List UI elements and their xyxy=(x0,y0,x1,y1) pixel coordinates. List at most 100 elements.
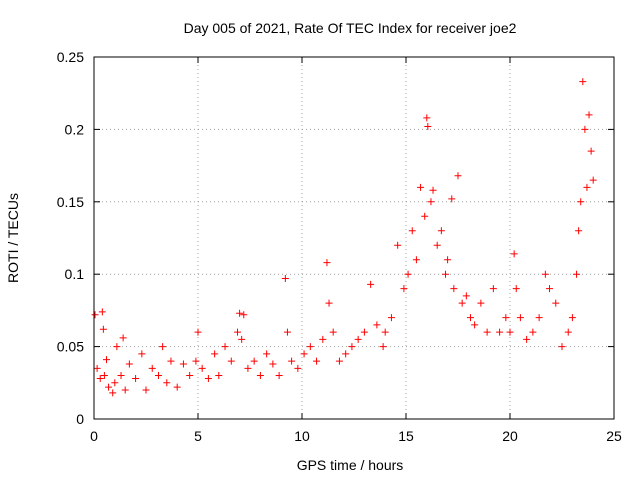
data-point xyxy=(159,343,167,351)
chart-title: Day 005 of 2021, Rate Of TEC Index for r… xyxy=(184,20,517,36)
data-point xyxy=(577,198,585,206)
data-point xyxy=(450,285,458,293)
data-point xyxy=(585,111,593,119)
data-point xyxy=(167,357,175,365)
data-point xyxy=(360,328,368,336)
data-point xyxy=(496,328,504,336)
data-point xyxy=(186,372,194,380)
data-point xyxy=(546,285,554,293)
data-point xyxy=(400,285,408,293)
data-point xyxy=(367,280,375,288)
data-point xyxy=(381,328,389,336)
data-point xyxy=(427,198,435,206)
data-point xyxy=(173,383,181,391)
data-point xyxy=(294,364,302,372)
x-tick-label: 5 xyxy=(194,428,202,444)
data-point xyxy=(192,357,200,365)
data-point xyxy=(121,386,129,394)
y-tick-label: 0.15 xyxy=(57,194,84,210)
data-point xyxy=(575,227,583,235)
data-point xyxy=(306,343,314,351)
data-point xyxy=(512,285,520,293)
data-point xyxy=(211,350,219,358)
data-point xyxy=(204,374,212,382)
data-point xyxy=(119,334,127,342)
data-point xyxy=(354,335,362,343)
data-point xyxy=(250,357,258,365)
data-point xyxy=(194,328,202,336)
y-axis: 0 0.05 0.1 0.15 0.2 0.25 xyxy=(57,49,614,427)
data-point xyxy=(541,270,549,278)
data-point xyxy=(573,270,581,278)
data-point xyxy=(424,123,432,131)
data-point xyxy=(552,299,560,307)
data-point xyxy=(373,321,381,329)
data-point xyxy=(535,314,543,322)
data-point xyxy=(236,309,244,317)
data-point xyxy=(288,357,296,365)
data-point xyxy=(93,364,101,372)
data-point xyxy=(263,350,271,358)
data-point xyxy=(98,308,106,316)
data-point xyxy=(454,172,462,180)
data-points xyxy=(91,78,597,397)
data-point xyxy=(568,314,576,322)
data-point xyxy=(113,343,121,351)
x-tick-label: 15 xyxy=(398,428,414,444)
data-point xyxy=(221,343,229,351)
data-point xyxy=(234,328,242,336)
x-tick-label: 0 xyxy=(90,428,98,444)
data-point xyxy=(148,364,156,372)
data-point xyxy=(404,270,412,278)
data-point xyxy=(283,328,291,336)
data-point xyxy=(325,299,333,307)
x-axis: 0 5 10 15 20 25 xyxy=(90,57,622,444)
data-point xyxy=(102,356,110,364)
y-tick-label: 0 xyxy=(76,411,84,427)
data-point xyxy=(342,350,350,358)
data-point xyxy=(558,343,566,351)
data-point xyxy=(442,270,450,278)
data-point xyxy=(329,328,337,336)
data-point xyxy=(483,328,491,336)
data-point xyxy=(91,311,99,319)
data-point xyxy=(109,389,117,397)
data-point xyxy=(281,275,289,283)
data-point xyxy=(564,328,572,336)
data-point xyxy=(417,183,425,191)
data-point xyxy=(198,364,206,372)
data-point xyxy=(466,314,474,322)
data-point xyxy=(529,328,537,336)
data-point xyxy=(240,311,248,319)
data-point xyxy=(433,241,441,249)
data-point xyxy=(335,357,343,365)
plot-frame xyxy=(93,56,615,420)
data-point xyxy=(437,227,445,235)
x-axis-label: GPS time / hours xyxy=(297,457,404,473)
data-point xyxy=(163,379,171,387)
data-point xyxy=(179,360,187,368)
data-point xyxy=(379,343,387,351)
data-point xyxy=(448,195,456,203)
data-point xyxy=(510,250,518,258)
data-point xyxy=(589,176,597,184)
data-point xyxy=(502,314,510,322)
data-point xyxy=(462,292,470,300)
data-point xyxy=(506,328,514,336)
data-point xyxy=(275,372,283,380)
data-point xyxy=(394,241,402,249)
data-point xyxy=(323,259,331,267)
y-tick-label: 0.05 xyxy=(57,339,84,355)
data-point xyxy=(300,350,308,358)
data-point xyxy=(105,383,113,391)
y-tick-label: 0.25 xyxy=(57,49,84,65)
y-tick-label: 0.2 xyxy=(65,121,85,137)
data-point xyxy=(408,227,416,235)
data-point xyxy=(489,285,497,293)
data-point xyxy=(429,186,437,194)
data-point xyxy=(256,372,264,380)
data-point xyxy=(387,314,395,322)
y-tick-label: 0.1 xyxy=(65,266,85,282)
